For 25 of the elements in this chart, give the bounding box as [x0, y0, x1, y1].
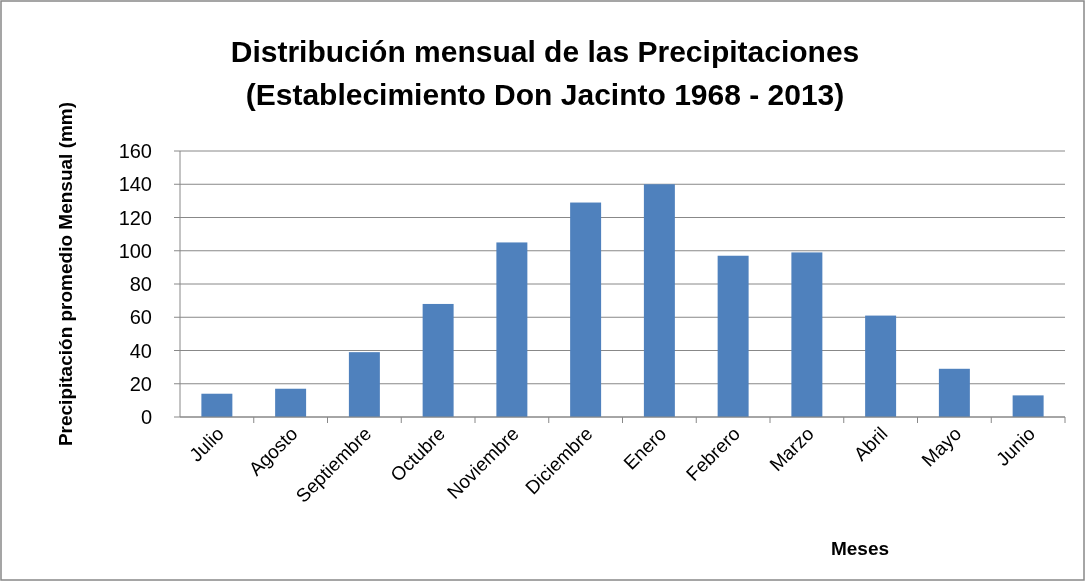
- bar: [496, 242, 528, 417]
- x-tick-label: Julio: [185, 422, 228, 466]
- bar: [643, 184, 675, 417]
- y-tick-label: 40: [129, 339, 152, 362]
- bar: [570, 202, 602, 417]
- y-tick-label: 0: [140, 406, 152, 428]
- y-tick-label: 80: [129, 273, 152, 295]
- bar: [422, 303, 454, 417]
- chart-title: Distribución mensual de las Precipitaciones (Establecimiento Don Jacinto 1968 - 2013): [230, 35, 860, 111]
- y-axis-title: Precipitación promedio Mensual (mm): [55, 101, 76, 447]
- bar: [717, 255, 749, 417]
- y-tick-label: 100: [118, 239, 152, 262]
- x-axis-title: Meses: [830, 538, 890, 559]
- y-tick-label: 60: [129, 306, 152, 329]
- y-tick-label: 140: [118, 173, 152, 196]
- bar: [201, 393, 233, 417]
- bar: [1012, 395, 1044, 417]
- bar: [865, 315, 897, 417]
- y-tick-label: 160: [118, 140, 152, 162]
- bar: [348, 352, 380, 417]
- y-tick-label: 20: [129, 372, 152, 395]
- bar: [791, 252, 823, 417]
- y-tick-label: 120: [118, 206, 152, 229]
- bar: [275, 388, 307, 417]
- bar: [938, 368, 970, 417]
